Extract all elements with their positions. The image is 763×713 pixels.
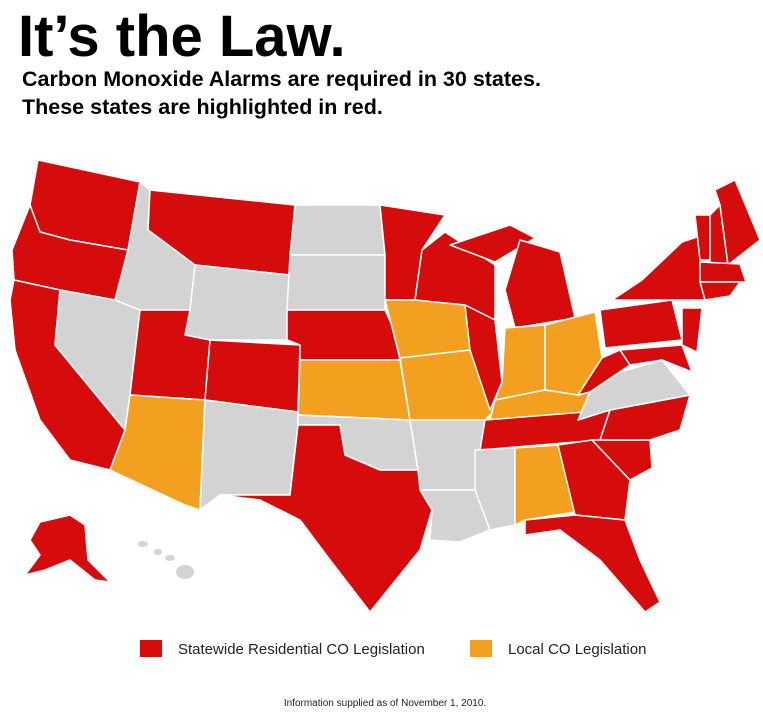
subtitle: Carbon Monoxide Alarms are required in 3… (22, 67, 541, 91)
state (199, 399, 299, 511)
state (24, 514, 111, 583)
state (524, 514, 661, 613)
legend-swatch (470, 640, 492, 657)
state (286, 309, 401, 361)
state (474, 447, 516, 531)
state (409, 419, 486, 491)
state (599, 394, 691, 441)
state (514, 444, 576, 526)
legend-label: Statewide Residential CO Legislation (178, 641, 425, 658)
state (619, 344, 693, 373)
state (611, 235, 707, 301)
footnote: Information supplied as of November 1, 2… (284, 698, 486, 709)
state (286, 254, 386, 311)
title: It’s the Law. (18, 4, 346, 69)
state (399, 349, 496, 421)
state (599, 299, 683, 349)
subtitle: These states are highlighted in red. (22, 95, 383, 119)
state (297, 359, 411, 421)
state (699, 281, 741, 301)
state (681, 307, 703, 353)
state (714, 179, 761, 266)
state (699, 261, 747, 283)
state (184, 264, 291, 341)
state (219, 424, 433, 613)
state (384, 299, 471, 359)
state (557, 439, 631, 521)
state (289, 204, 386, 256)
legend-swatch (140, 640, 162, 657)
us-map (9, 159, 761, 613)
state (504, 239, 576, 329)
legend-label: Local CO Legislation (508, 641, 646, 658)
state (449, 224, 536, 263)
islands (138, 541, 194, 579)
state (494, 324, 546, 401)
